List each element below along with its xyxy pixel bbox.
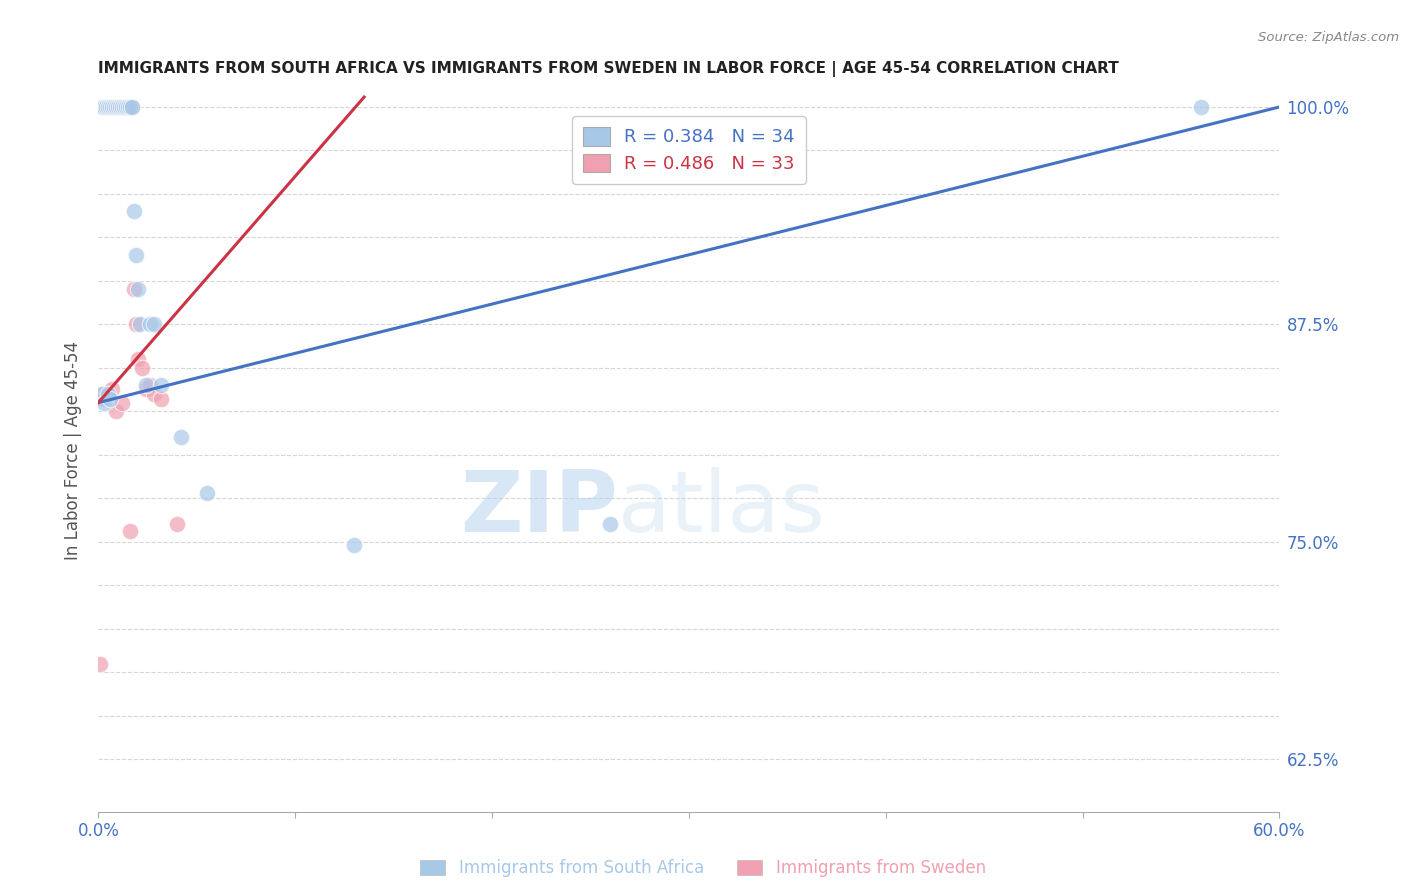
Point — [96, 100, 118, 114]
Point — [108, 100, 131, 114]
Text: IMMIGRANTS FROM SOUTH AFRICA VS IMMIGRANTS FROM SWEDEN IN LABOR FORCE | AGE 45-5: IMMIGRANTS FROM SOUTH AFRICA VS IMMIGRAN… — [98, 61, 1119, 77]
Point — [98, 392, 121, 406]
Point — [93, 100, 115, 114]
Point — [97, 387, 120, 401]
Point — [98, 100, 121, 114]
Point — [138, 317, 160, 331]
Point — [697, 874, 720, 888]
Point — [93, 100, 115, 114]
Point — [150, 392, 173, 406]
Text: ZIP: ZIP — [460, 467, 619, 549]
Point — [108, 100, 131, 114]
Point — [98, 100, 121, 114]
Point — [111, 395, 134, 409]
Point — [117, 100, 139, 114]
Point — [111, 100, 134, 114]
Point — [89, 657, 111, 671]
Point — [166, 517, 188, 532]
Point — [142, 387, 165, 401]
Point — [91, 387, 114, 401]
Point — [101, 382, 124, 396]
Point — [599, 517, 621, 532]
Point — [170, 430, 193, 444]
Point — [118, 524, 141, 539]
Point — [121, 100, 143, 114]
Point — [103, 100, 125, 114]
Point — [118, 100, 141, 114]
Legend: R = 0.384   N = 34, R = 0.486   N = 33: R = 0.384 N = 34, R = 0.486 N = 33 — [572, 116, 806, 184]
Point — [93, 100, 115, 114]
Point — [1189, 100, 1212, 114]
Point — [125, 317, 148, 331]
Y-axis label: In Labor Force | Age 45-54: In Labor Force | Age 45-54 — [65, 341, 83, 560]
Point — [98, 100, 121, 114]
Point — [112, 100, 135, 114]
Point — [118, 100, 141, 114]
Point — [105, 100, 128, 114]
Point — [91, 100, 114, 114]
Point — [138, 378, 160, 392]
Point — [115, 100, 138, 114]
Point — [103, 100, 125, 114]
Point — [91, 387, 114, 401]
Point — [93, 395, 115, 409]
Point — [107, 100, 129, 114]
Point — [105, 100, 128, 114]
Text: atlas: atlas — [619, 467, 827, 549]
Legend: Immigrants from South Africa, Immigrants from Sweden: Immigrants from South Africa, Immigrants… — [413, 853, 993, 884]
Text: Source: ZipAtlas.com: Source: ZipAtlas.com — [1258, 31, 1399, 45]
Point — [96, 100, 118, 114]
Point — [121, 100, 143, 114]
Point — [150, 378, 173, 392]
Point — [195, 486, 218, 500]
Point — [97, 100, 120, 114]
Point — [105, 404, 128, 418]
Point — [135, 378, 157, 392]
Point — [125, 247, 148, 261]
Point — [107, 100, 129, 114]
Point — [115, 100, 138, 114]
Point — [131, 360, 153, 375]
Point — [97, 100, 120, 114]
Point — [343, 538, 366, 552]
Point — [91, 100, 114, 114]
Point — [122, 282, 145, 296]
Point — [112, 100, 135, 114]
Point — [127, 352, 149, 367]
Point — [101, 100, 124, 114]
Point — [97, 387, 120, 401]
Point — [135, 382, 157, 396]
Point — [127, 282, 149, 296]
Point — [128, 317, 150, 331]
Point — [93, 392, 115, 406]
Point — [122, 204, 145, 219]
Point — [101, 100, 124, 114]
Point — [142, 317, 165, 331]
